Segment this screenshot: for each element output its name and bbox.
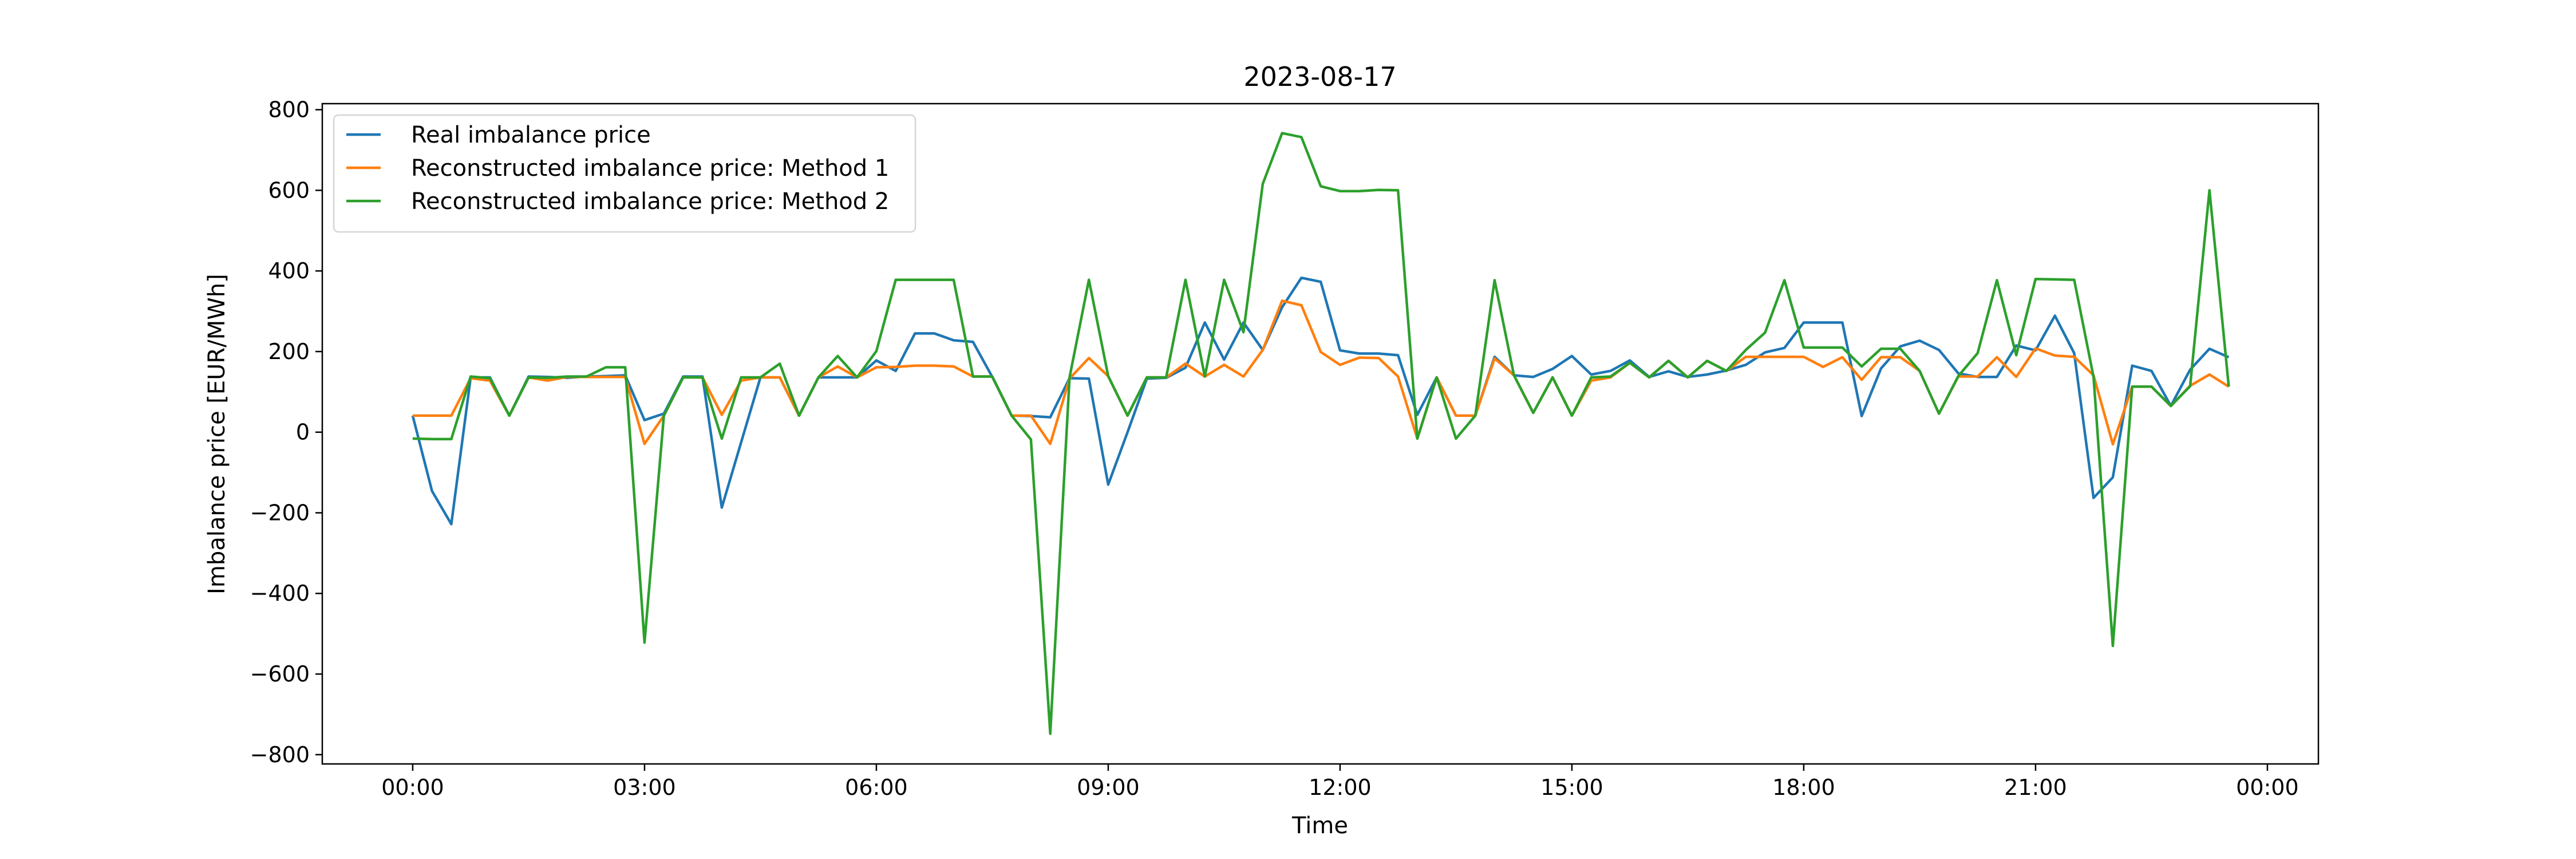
plot-frame xyxy=(321,103,2320,765)
y-tick-label: −800 xyxy=(250,742,310,767)
legend: Real imbalance price Reconstructed imbala… xyxy=(333,114,916,233)
x-tick-label: 00:00 xyxy=(381,775,444,800)
y-axis: 800 600 400 200 0 −200 −400 −600 −800 xyxy=(250,97,322,767)
series-line-3 xyxy=(412,132,2230,735)
legend-box xyxy=(333,114,916,233)
y-axis-label: Imbalance price [EUR/MWh] xyxy=(204,274,230,594)
y-tick-label: 0 xyxy=(296,420,310,445)
y-tick-label: 800 xyxy=(268,97,310,123)
y-tick-label: 400 xyxy=(268,258,310,283)
series-line-1 xyxy=(411,276,2230,526)
x-tick-label: 21:00 xyxy=(2004,775,2067,800)
x-tick-label: 09:00 xyxy=(1077,775,1140,800)
y-tick-label: −200 xyxy=(250,500,310,525)
x-tick-label: 00:00 xyxy=(2236,775,2299,800)
legend-label-3: Reconstructed imbalance price: Method 2 xyxy=(411,188,889,215)
x-tick-label: 15:00 xyxy=(1540,775,1603,800)
y-tick-label: −600 xyxy=(250,661,310,687)
x-tick-label: 03:00 xyxy=(613,775,676,800)
y-tick-label: −400 xyxy=(250,581,310,606)
y-tick-label: 200 xyxy=(268,339,310,364)
x-tick-label: 12:00 xyxy=(1309,775,1372,800)
legend-label-1: Real imbalance price xyxy=(411,122,651,148)
x-axis-label: Time xyxy=(1291,813,1348,839)
legend-label-2: Reconstructed imbalance price: Method 1 xyxy=(411,155,889,182)
y-tick-label: 600 xyxy=(268,178,310,203)
x-axis: 00:00 03:00 06:00 09:00 12:00 15:00 18:00 21:00… xyxy=(381,764,2299,800)
chart-title: 2023-08-17 xyxy=(1243,61,1396,92)
series-layer xyxy=(411,132,2230,735)
x-tick-label: 06:00 xyxy=(845,775,908,800)
x-tick-label: 18:00 xyxy=(1772,775,1835,800)
